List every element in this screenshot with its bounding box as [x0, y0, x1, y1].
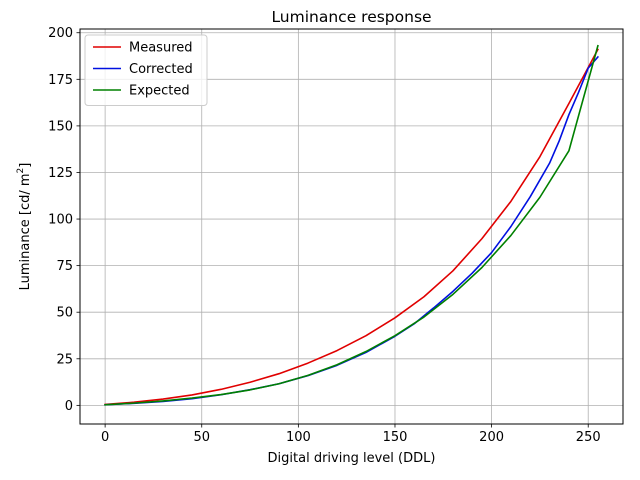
series-line-measured	[104, 48, 599, 406]
x-tick-label: 150	[383, 430, 408, 445]
x-tick-label: 200	[479, 430, 504, 445]
y-tick-label: 25	[56, 352, 73, 367]
y-tick-label: 125	[48, 166, 73, 181]
series-line-expected	[104, 44, 599, 406]
x-tick-label: 0	[101, 430, 109, 445]
legend: Measured Corrected Expected	[84, 34, 208, 106]
x-tick-label: 50	[193, 430, 210, 445]
legend-box	[84, 34, 208, 106]
y-tick-label: 0	[65, 399, 73, 414]
y-tick-label: 100	[48, 213, 73, 228]
y-axis-title-text: Luminance [cd/ m	[18, 173, 33, 290]
y-tick-label: 50	[56, 306, 73, 321]
x-tick-label: 250	[576, 430, 601, 445]
legend-label-measured: Measured	[129, 41, 193, 56]
y-axis-title: Luminance [cd/ m2]	[16, 163, 33, 291]
x-axis-title: Digital driving level (DDL)	[268, 451, 436, 466]
plot-frame	[79, 28, 624, 425]
y-axis-title-superscript: 2	[16, 168, 26, 174]
y-tick-label: 175	[48, 73, 73, 88]
chart-title: Luminance response	[271, 8, 431, 26]
y-tick-label: 200	[48, 26, 73, 41]
y-axis-title-close: ]	[18, 163, 33, 168]
y-tick-label: 75	[56, 259, 73, 274]
x-tick-label: 100	[286, 430, 311, 445]
legend-label-corrected: Corrected	[129, 62, 193, 77]
series-layer	[104, 44, 600, 406]
ticks: 0 50 100 150 200 250 0 25 50 75 100 125 150 175 200	[48, 26, 600, 445]
legend-label-expected: Expected	[129, 84, 190, 99]
series-line-corrected	[104, 55, 600, 406]
y-tick-label: 150	[48, 119, 73, 134]
